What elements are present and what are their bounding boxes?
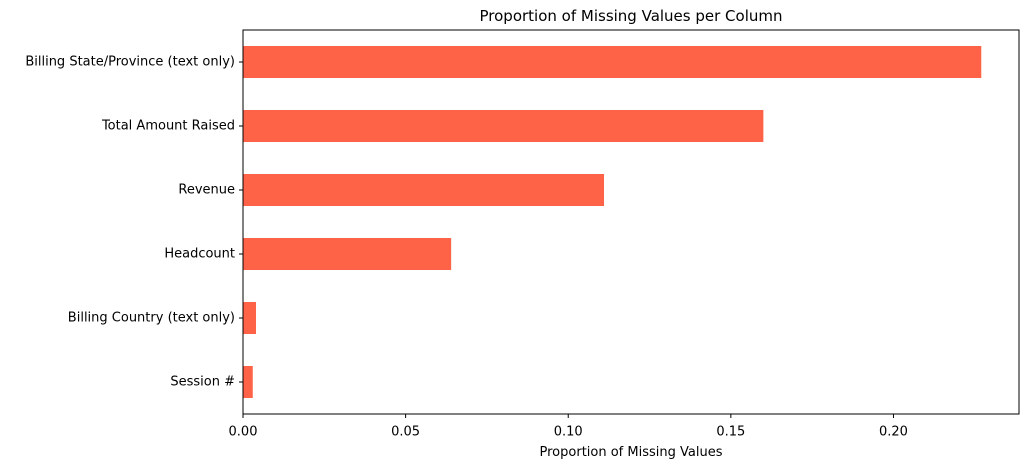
x-tick-label: 0.15 [716,425,745,440]
bar [243,110,764,142]
y-tick-label: Headcount [164,247,235,262]
bars-group [243,46,982,398]
plot-frame [242,29,1020,415]
bar [243,302,257,334]
bar [243,366,253,398]
x-tick-label: 0.20 [879,425,908,440]
y-tick-label: Billing Country (text only) [68,311,235,326]
y-tick-label: Revenue [178,183,235,198]
x-tick-label: 0.05 [391,425,420,440]
x-tick-label: 0.10 [554,425,583,440]
bar [243,46,982,78]
y-tick-label: Billing State/Province (text only) [25,55,235,70]
y-tick-label: Total Amount Raised [101,119,235,134]
bar [243,174,605,206]
chart-title: Proportion of Missing Values per Column [480,7,783,25]
x-ticks-group: 0.00 0.05 0.10 0.15 0.20 [229,414,908,440]
x-tick-label: 0.00 [229,425,258,440]
y-ticks-group: Billing State/Province (text only) Total … [25,55,243,390]
x-axis-label: Proportion of Missing Values [540,445,723,460]
bar [243,238,452,270]
y-tick-label: Session # [170,375,235,390]
